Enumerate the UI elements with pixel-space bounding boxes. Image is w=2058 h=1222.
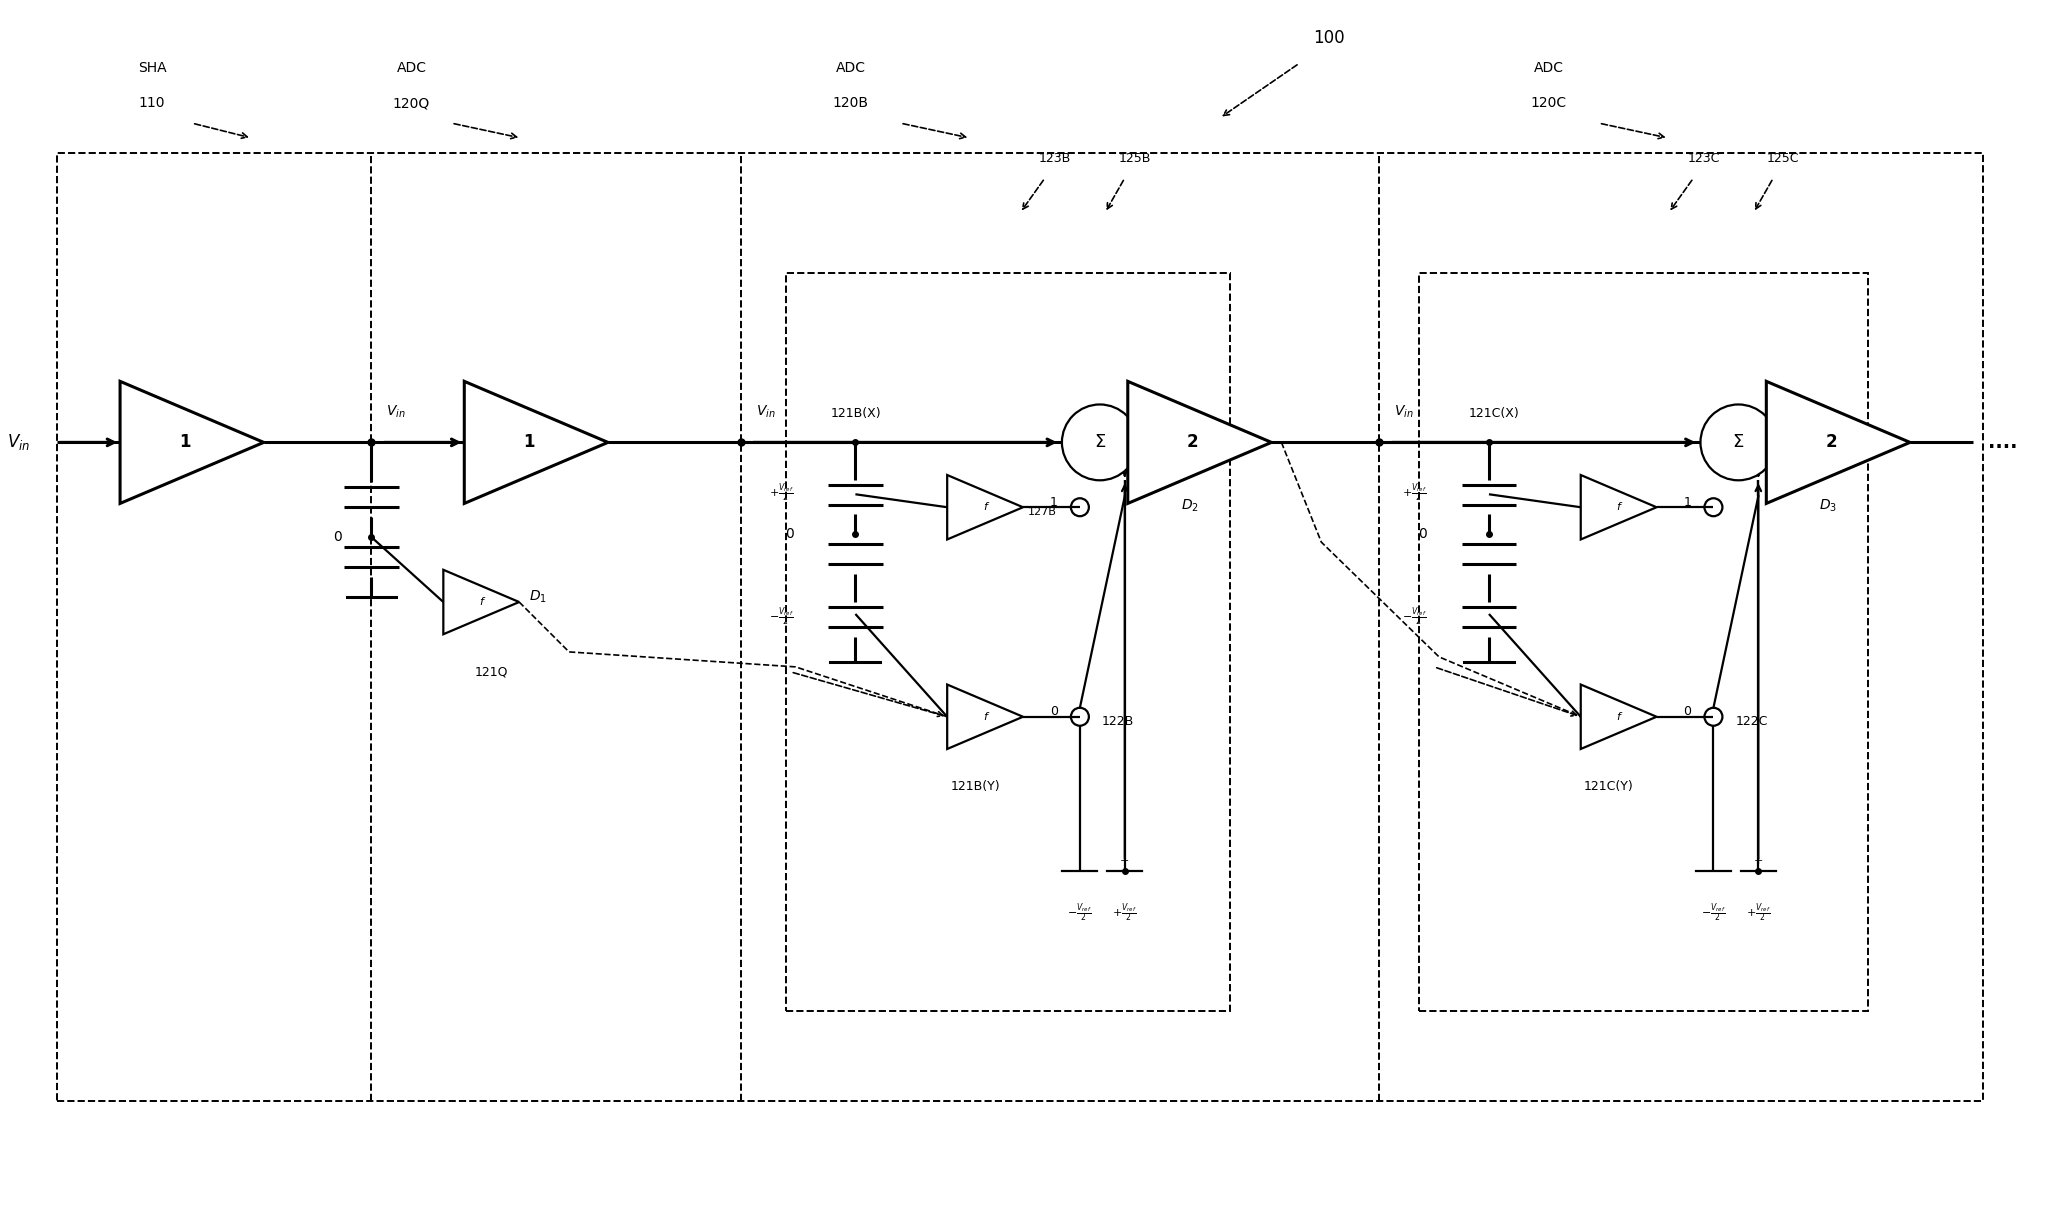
Text: f: f — [984, 711, 988, 722]
Text: 121C(X): 121C(X) — [1469, 407, 1519, 420]
Text: 100: 100 — [1313, 29, 1346, 48]
Text: $+\frac{V_{ref}}{2}$: $+\frac{V_{ref}}{2}$ — [1113, 902, 1138, 924]
Circle shape — [1062, 404, 1138, 480]
Text: $D_3$: $D_3$ — [1819, 497, 1838, 513]
Text: 121Q: 121Q — [475, 665, 508, 678]
Text: 1: 1 — [1050, 496, 1058, 508]
Text: 0: 0 — [333, 530, 342, 544]
Text: $-\frac{V_{ref}}{2}$: $-\frac{V_{ref}}{2}$ — [1068, 902, 1093, 924]
Text: 121B(X): 121B(X) — [831, 407, 881, 420]
Polygon shape — [1128, 381, 1272, 503]
Polygon shape — [947, 475, 1023, 539]
Bar — [1420, 273, 1869, 1011]
Text: $D_2$: $D_2$ — [1181, 497, 1198, 513]
Text: 0: 0 — [784, 527, 794, 541]
Text: $-\frac{V_{ref}}{2}$: $-\frac{V_{ref}}{2}$ — [1401, 606, 1426, 628]
Text: 120C: 120C — [1531, 97, 1566, 110]
Polygon shape — [465, 381, 607, 503]
Text: ....: .... — [1988, 433, 2017, 452]
Text: f: f — [1618, 711, 1620, 722]
Text: $V_{in}$: $V_{in}$ — [387, 404, 405, 420]
Text: $V_{in}$: $V_{in}$ — [755, 404, 776, 420]
Text: 123C: 123C — [1688, 152, 1720, 165]
Circle shape — [1700, 404, 1776, 480]
Polygon shape — [1581, 684, 1657, 749]
Text: 122B: 122B — [1101, 715, 1134, 728]
Text: 120Q: 120Q — [393, 97, 430, 110]
Text: +: + — [1120, 857, 1130, 866]
Text: 120B: 120B — [831, 97, 868, 110]
Bar — [786, 273, 1229, 1011]
Polygon shape — [119, 381, 263, 503]
Text: 0: 0 — [1683, 705, 1692, 719]
Text: 0: 0 — [1418, 527, 1426, 541]
Text: 125B: 125B — [1120, 152, 1150, 165]
Polygon shape — [1581, 475, 1657, 539]
Text: f: f — [1618, 502, 1620, 512]
Text: 123B: 123B — [1039, 152, 1070, 165]
Text: 125C: 125C — [1768, 152, 1799, 165]
Text: $+\frac{V_{ref}}{2}$: $+\frac{V_{ref}}{2}$ — [1401, 481, 1426, 503]
Text: 1: 1 — [179, 434, 191, 451]
Text: $V_{in}$: $V_{in}$ — [8, 433, 31, 452]
Text: 0: 0 — [1050, 705, 1058, 719]
Polygon shape — [442, 569, 519, 634]
Polygon shape — [1766, 381, 1910, 503]
Text: 1: 1 — [523, 434, 535, 451]
Text: 127B: 127B — [1029, 507, 1058, 517]
Text: 121B(Y): 121B(Y) — [951, 780, 1000, 793]
Bar — [58, 153, 1982, 1101]
Text: ADC: ADC — [1533, 61, 1564, 76]
Text: 2: 2 — [1825, 434, 1838, 451]
Text: ADC: ADC — [397, 61, 426, 76]
Text: $V_{in}$: $V_{in}$ — [1393, 404, 1414, 420]
Text: $+\frac{V_{ref}}{2}$: $+\frac{V_{ref}}{2}$ — [770, 481, 794, 503]
Text: 121C(Y): 121C(Y) — [1585, 780, 1634, 793]
Text: 1: 1 — [1683, 496, 1692, 508]
Text: 122C: 122C — [1735, 715, 1768, 728]
Text: f: f — [480, 598, 484, 607]
Text: $-\frac{V_{ref}}{2}$: $-\frac{V_{ref}}{2}$ — [1702, 902, 1727, 924]
Text: 110: 110 — [138, 97, 165, 110]
Text: $\Sigma$: $\Sigma$ — [1733, 434, 1745, 451]
Polygon shape — [947, 684, 1023, 749]
Text: $\Sigma$: $\Sigma$ — [1093, 434, 1105, 451]
Text: ADC: ADC — [836, 61, 866, 76]
Text: 2: 2 — [1187, 434, 1198, 451]
Text: $-\frac{V_{ref}}{2}$: $-\frac{V_{ref}}{2}$ — [770, 606, 794, 628]
Text: +: + — [1753, 857, 1764, 866]
Text: f: f — [984, 502, 988, 512]
Text: SHA: SHA — [138, 61, 167, 76]
Text: $+\frac{V_{ref}}{2}$: $+\frac{V_{ref}}{2}$ — [1745, 902, 1770, 924]
Text: $D_1$: $D_1$ — [529, 589, 547, 605]
